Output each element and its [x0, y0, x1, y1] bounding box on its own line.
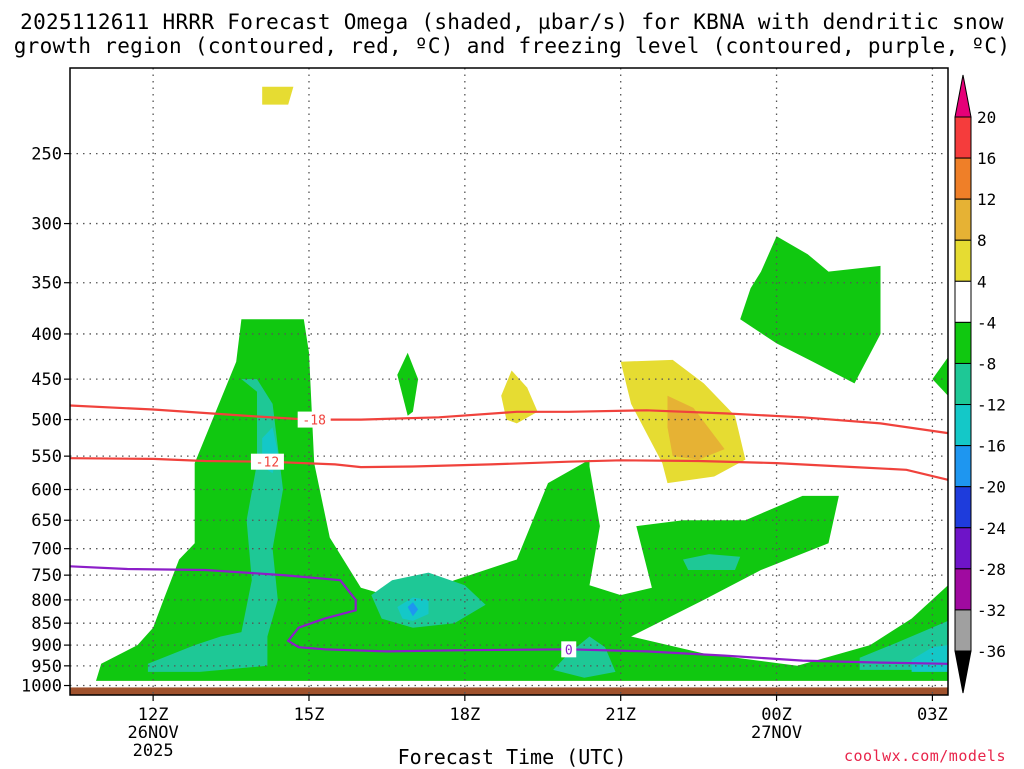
colorbar-level-12: 12: [977, 190, 996, 209]
colorbar-above-triangle: [954, 74, 972, 118]
x-tick-label-18Z: 18Z: [449, 705, 480, 725]
colorbar-bin--8--4: [954, 321, 972, 364]
contour-freezing-0: [69, 565, 949, 665]
colorbar-level-4: 4: [977, 272, 987, 291]
y-tick-label-900: 900: [31, 636, 62, 656]
colorbar-level--20: -20: [977, 478, 1006, 497]
colorbar-below-triangle: [954, 650, 972, 694]
y-tick-label-300: 300: [31, 215, 62, 235]
colorbar-level--24: -24: [977, 519, 1006, 538]
contour-freezing-0-label-bg: [561, 641, 577, 658]
colorbar-level--28: -28: [977, 560, 1006, 579]
omega-region-green-main: [96, 319, 948, 681]
plot-frame: [69, 67, 949, 696]
x-tick-label-12Z: 12Z: [138, 705, 169, 725]
omega-region-teal-band: [683, 554, 741, 570]
x-tick-date-00Z: 27NOV: [751, 723, 802, 743]
contour-minus-12: [69, 457, 949, 481]
colorbar-bin--4-4: [954, 280, 972, 323]
colorbar-bin--16--12: [954, 404, 972, 447]
credit-link[interactable]: coolwx.com/models: [843, 747, 1006, 765]
omega-region-teal-low: [553, 636, 616, 678]
omega-region-teal-left: [147, 379, 283, 672]
colorbar-level-8: 8: [977, 231, 987, 250]
y-tick-label-950: 950: [31, 657, 62, 677]
omega-region-cyan-right: [911, 645, 948, 672]
colorbar-bin--12--8: [954, 362, 972, 406]
y-tick-label-350: 350: [31, 274, 62, 294]
omega-region-blue-dot: [407, 602, 419, 617]
omega-region-yellow-top: [262, 86, 294, 105]
contour-minus-18: [69, 404, 949, 435]
omega-region-green-upper-right: [740, 236, 881, 384]
colorbar-level--36: -36: [977, 642, 1006, 661]
colorbar-bin--20--16: [954, 445, 972, 488]
colorbar-bin--32--28: [954, 568, 972, 611]
y-tick-label-600: 600: [31, 481, 62, 501]
y-tick-label-850: 850: [31, 614, 62, 634]
x-tick-year-12Z: 2025: [133, 741, 174, 761]
contour-freezing-0-label: 0: [565, 643, 573, 658]
y-tick-label-650: 650: [31, 511, 62, 531]
ground-surface: [70, 687, 948, 695]
x-tick-label-00Z: 00Z: [761, 705, 792, 725]
x-tick-label-15Z: 15Z: [294, 705, 325, 725]
y-tick-label-450: 450: [31, 370, 62, 390]
y-tick-label-500: 500: [31, 411, 62, 431]
omega-region-green-sliver: [397, 352, 419, 416]
colorbar-level--32: -32: [977, 601, 1006, 620]
y-tick-label-750: 750: [31, 566, 62, 586]
x-tick-date-12Z: 26NOV: [128, 723, 179, 743]
y-tick-label-400: 400: [31, 325, 62, 345]
omega-region-yellow-mid: [501, 370, 538, 424]
colorbar-bin-12-16: [954, 157, 972, 200]
colorbar-bin--36--32: [954, 609, 972, 652]
y-tick-label-700: 700: [31, 540, 62, 560]
x-axis-label: Forecast Time (UTC): [397, 745, 627, 769]
x-tick-label-03Z: 03Z: [917, 705, 948, 725]
colorbar-level--12: -12: [977, 396, 1006, 415]
contour-minus-12-label: -12: [256, 456, 279, 471]
y-tick-label-1000: 1000: [21, 677, 62, 697]
y-tick-label-250: 250: [31, 145, 62, 165]
y-tick-label-800: 800: [31, 591, 62, 611]
colorbar-level--8: -8: [977, 354, 996, 373]
colorbar-level-20: 20: [977, 108, 996, 127]
colorbar-bin--28--24: [954, 527, 972, 570]
colorbar-bin--24--20: [954, 486, 972, 529]
omega-region-green-right-edge: [932, 357, 948, 412]
colorbar-level--4: -4: [977, 313, 996, 332]
y-tick-label-550: 550: [31, 447, 62, 467]
contour-minus-18-label: -18: [302, 414, 325, 429]
colorbar-level-16: 16: [977, 149, 996, 168]
contour-minus-12-label-bg: [250, 453, 284, 470]
contour-minus-18-label-bg: [297, 411, 331, 428]
colorbar-level--16: -16: [977, 437, 1006, 456]
chart-title-line-2: growth region (contoured, red, ºC) and f…: [13, 34, 1011, 58]
colorbar-bin-16-20: [954, 116, 972, 159]
colorbar-bin-4-8: [954, 239, 972, 282]
x-tick-label-21Z: 21Z: [605, 705, 636, 725]
colorbar-bin-8-12: [954, 198, 972, 241]
chart-title-line-1: 2025112611 HRRR Forecast Omega (shaded, …: [20, 10, 1004, 34]
